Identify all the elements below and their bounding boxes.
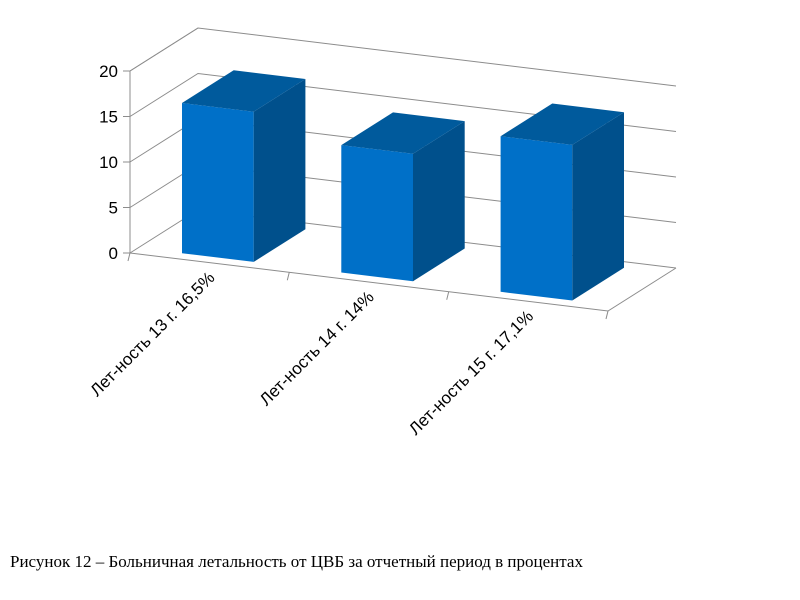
bar-front-face [341,145,413,282]
x-tick-mark [605,310,609,320]
y-tick-label: 20 [99,62,118,81]
y-tick-label: 5 [109,199,118,218]
x-tick-mark [127,252,131,262]
y-tick-label: 0 [109,244,118,263]
figure-caption: Рисунок 12 – Больничная летальность от Ц… [10,552,583,571]
y-tick-label: 10 [99,153,118,172]
bar-side-face [572,112,624,301]
bar-side-face [253,79,306,262]
bar-top-face [341,112,465,154]
x-category-label: Лет-ность 13 г. 16,5% [87,268,219,400]
bar-front-face [182,103,254,262]
bar-front-face [500,136,573,301]
x-tick-mark [286,272,290,281]
bar [341,112,465,282]
x-category-label: Лет-ность 14 г. 14% [256,287,378,409]
gridline [129,27,677,87]
bar-top-face [182,70,306,112]
bar [500,103,624,301]
gridline [129,72,677,132]
bars [182,70,624,301]
x-tick-mark [446,291,450,300]
bar-side-face [413,121,465,282]
y-tick-label: 15 [99,108,118,127]
x-category-label: Лет-ность 15 г. 17,1% [405,307,537,439]
bar-chart-3d: 0 5 10 15 20 Лет-ность 13 г. 16,5% Лет-ность … [87,27,677,439]
bar [182,70,306,262]
bar-top-face [500,103,624,145]
y-axis-ticks: 0 5 10 15 20 [99,62,130,263]
